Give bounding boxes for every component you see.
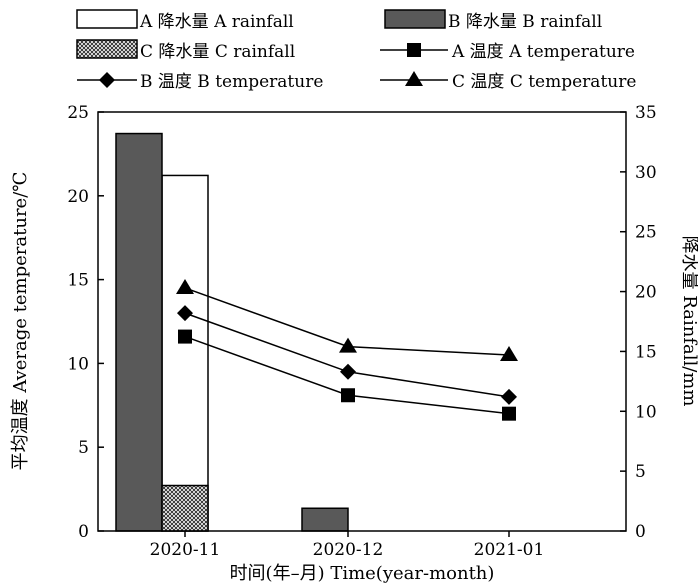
- legend-marker-0: [407, 43, 421, 57]
- y-right-tick-label-7: 35: [635, 103, 657, 123]
- y-left-tick-label-1: 5: [78, 438, 89, 458]
- point-b-0: [177, 305, 193, 322]
- plot-frame: [97, 111, 627, 532]
- y-left-tick-label-4: 20: [67, 187, 89, 207]
- point-c-0: [176, 278, 194, 294]
- point-a-2: [502, 406, 516, 421]
- point-b-1: [340, 363, 356, 380]
- y-right-tick-label-5: 25: [635, 223, 657, 243]
- legend-swatch-bar-0: [76, 9, 138, 29]
- legend-label-line-1: B 温度 B temperature: [140, 72, 323, 92]
- y-right-tick-label-4: 20: [635, 283, 657, 303]
- x-tick-label-1: 2020-12: [313, 540, 384, 560]
- x-tick-label-2: 2021-01: [474, 540, 545, 560]
- point-a-0: [178, 329, 192, 344]
- y-right-tick-label-0: 0: [635, 522, 646, 542]
- y-right-tick-label-3: 15: [635, 342, 657, 362]
- axes: 0 5 10 15 20 25 0 5 10 15 20 25 30 35 2020-11 2020-12 20…: [67, 103, 656, 560]
- y-right-tick-label-1: 5: [635, 462, 646, 482]
- legend-swatch-bar-1: [384, 9, 446, 29]
- legend-label-line-2: C 温度 C temperature: [452, 72, 636, 92]
- line-layer: [176, 278, 518, 421]
- y-right-tick-label-6: 30: [635, 163, 657, 183]
- y-left-tick-label-0: 0: [78, 522, 89, 542]
- legend-label-line-0: A 温度 A temperature: [451, 42, 635, 62]
- y-left-tick-label-3: 15: [67, 271, 89, 291]
- bar-a-0: [161, 174, 209, 532]
- y-axis-title-right: 降水量 Rainfall/mm: [679, 236, 698, 407]
- legend-marker-2: [405, 71, 423, 86]
- line-b: [184, 312, 510, 398]
- y-left-tick-label-2: 10: [67, 354, 89, 374]
- legend: A 降水量 A rainfall B 降水量 B rainfall C 降水量 C …: [76, 9, 636, 92]
- x-tick-label-0: 2020-11: [150, 540, 221, 560]
- legend-swatch-bar-2: [76, 39, 138, 59]
- y-right-tick-label-2: 10: [635, 402, 657, 422]
- legend-label-bar-0: A 降水量 A rainfall: [139, 12, 294, 32]
- point-a-1: [341, 388, 355, 403]
- point-c-2: [500, 346, 518, 362]
- legend-marker-1: [99, 72, 115, 88]
- point-c-1: [339, 337, 357, 353]
- x-axis-title: 时间(年–月) Time(year-month): [230, 563, 495, 584]
- y-left-tick-label-5: 25: [67, 103, 89, 123]
- y-axis-title-left: 平均温度 Average temperature/℃: [10, 172, 31, 471]
- bar-layer: [115, 132, 349, 532]
- bar-b-0: [115, 132, 163, 532]
- legend-label-bar-2: C 降水量 C rainfall: [140, 42, 295, 62]
- bar-b-1: [301, 507, 349, 532]
- bar-c-0: [161, 484, 209, 532]
- point-b-2: [501, 388, 517, 405]
- legend-label-bar-1: B 降水量 B rainfall: [448, 12, 602, 32]
